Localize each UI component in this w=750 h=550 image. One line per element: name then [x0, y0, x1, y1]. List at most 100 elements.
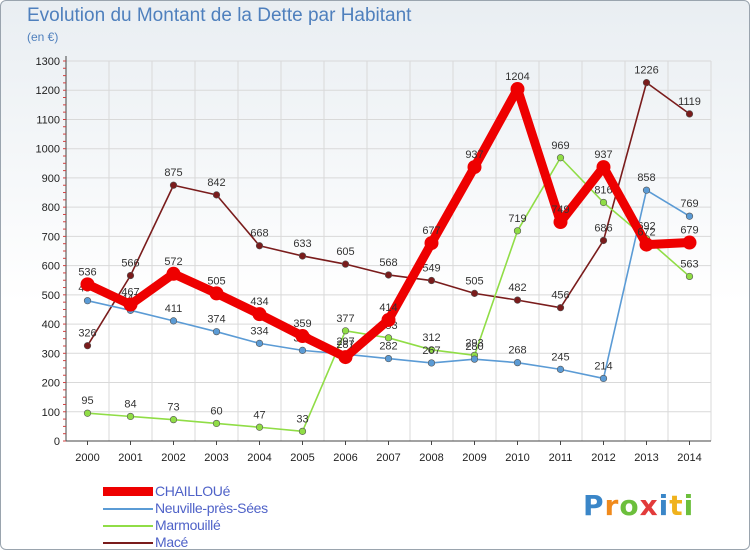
data-label: 214 [594, 360, 612, 372]
data-label: 679 [680, 225, 698, 237]
data-label: 769 [680, 198, 698, 210]
data-point [298, 346, 307, 354]
data-point [123, 297, 138, 312]
y-tick-label: 400 [42, 319, 60, 331]
data-label: 287 [336, 339, 354, 351]
data-point [599, 374, 608, 383]
data-label: 686 [594, 222, 612, 234]
logo-letter: P [583, 489, 605, 522]
data-label: 505 [465, 275, 483, 287]
x-tick-label: 2000 [75, 452, 99, 464]
data-label: 1204 [505, 71, 529, 83]
data-point [298, 252, 307, 260]
proxiti-logo: Proxiti [583, 489, 694, 522]
data-label: 668 [250, 228, 268, 240]
y-tick-label: 1100 [36, 114, 60, 126]
y-tick-label: 1000 [36, 144, 60, 156]
data-point [642, 79, 651, 87]
data-point [83, 409, 92, 417]
data-label: 563 [680, 258, 698, 270]
y-tick-label: 1300 [36, 56, 60, 68]
x-tick-label: 2006 [333, 452, 357, 464]
data-point [470, 355, 479, 363]
data-point [83, 342, 92, 350]
x-tick-label: 2002 [161, 452, 185, 464]
logo-letter: i [658, 489, 670, 522]
logo-letter: t [669, 489, 684, 522]
data-point [298, 427, 307, 435]
data-label: 816 [594, 184, 612, 196]
data-point [341, 260, 350, 268]
data-point [83, 297, 92, 305]
data-point [599, 198, 608, 207]
data-label: 377 [336, 313, 354, 325]
data-point [338, 350, 353, 365]
data-label: 268 [508, 345, 526, 357]
data-point [169, 416, 178, 424]
y-tick-label: 700 [42, 231, 60, 243]
data-label: 47 [253, 409, 265, 421]
legend-label-chaillouE: CHAILLOUé [155, 483, 231, 499]
data-label: 267 [422, 345, 440, 357]
data-point [252, 307, 267, 322]
y-tick-label: 100 [42, 407, 60, 419]
data-point [384, 271, 393, 279]
data-point [513, 227, 522, 235]
data-label: 605 [336, 246, 354, 258]
data-label: 505 [207, 275, 225, 287]
data-point [212, 191, 221, 199]
data-point [255, 423, 264, 431]
legend-swatch-chaillouE [103, 487, 153, 496]
y-tick-label: 200 [42, 378, 60, 390]
data-label: 411 [165, 303, 183, 315]
data-label: 95 [81, 395, 93, 407]
data-point [553, 215, 568, 230]
logo-letter: o [619, 489, 640, 522]
data-label: 359 [293, 318, 311, 330]
data-point [556, 365, 565, 373]
data-label: 414 [379, 302, 397, 314]
data-point [682, 235, 697, 250]
data-point [255, 339, 264, 347]
data-label: 1119 [678, 96, 701, 108]
data-label: 858 [637, 172, 655, 184]
chart-title: Evolution du Montant de la Dette par Hab… [27, 5, 412, 26]
y-tick-label: 300 [42, 348, 60, 360]
data-label: 677 [422, 225, 440, 237]
legend-label-marmouille: Marmouillé [155, 517, 221, 533]
data-point [212, 419, 221, 428]
x-tick-label: 2005 [290, 452, 314, 464]
data-point [427, 359, 436, 367]
data-label: 568 [379, 257, 397, 269]
data-point [212, 328, 221, 336]
data-point [381, 312, 396, 327]
data-label: 1226 [634, 65, 658, 77]
data-point [341, 327, 350, 335]
data-label: 374 [207, 314, 225, 326]
data-point [556, 154, 565, 162]
data-label: 326 [78, 328, 96, 340]
data-label: 280 [465, 341, 483, 353]
data-label: 937 [465, 149, 483, 161]
data-point [169, 317, 178, 325]
data-point [639, 237, 654, 252]
data-point [424, 236, 439, 251]
data-point [513, 359, 522, 367]
data-point [685, 212, 694, 220]
data-point [126, 412, 135, 421]
data-label: 334 [250, 325, 268, 337]
x-tick-label: 2013 [634, 452, 658, 464]
data-point [255, 242, 264, 250]
data-point [467, 160, 482, 175]
data-point [510, 82, 525, 97]
data-label: 633 [293, 238, 311, 250]
data-label: 456 [551, 290, 569, 302]
data-label: 969 [551, 140, 569, 152]
data-point [427, 276, 436, 285]
legend-swatch-marmouille [103, 525, 153, 527]
data-label: 572 [164, 256, 182, 268]
data-label: 482 [508, 282, 526, 294]
chart-subtitle: (en €) [27, 30, 59, 44]
data-label: 282 [379, 341, 397, 353]
